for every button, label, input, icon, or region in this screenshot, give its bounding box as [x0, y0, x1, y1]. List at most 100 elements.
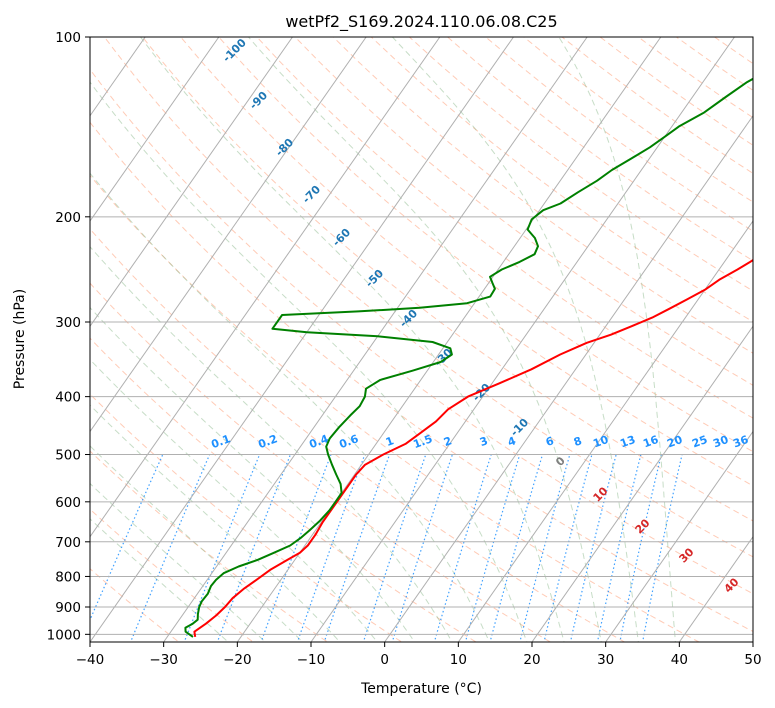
dry-adiabat-label: 40 — [722, 575, 742, 595]
dry-adiabat — [408, 37, 753, 292]
dry-adiabats — [90, 10, 775, 647]
dry-adiabat-label: 0 — [553, 454, 568, 469]
isotherm-gridline — [678, 535, 753, 642]
isotherm-gridline — [752, 641, 753, 642]
mixing-ratio-label: 1 — [384, 434, 396, 449]
dry-adiabat — [675, 37, 753, 91]
isotherm-gridline — [605, 430, 753, 642]
chart-title: wetPf2_S169.2024.110.06.08.C25 — [285, 12, 557, 32]
mixing-ratio-line — [260, 454, 332, 642]
x-tick-label: −20 — [223, 652, 252, 668]
dry-adiabat — [90, 337, 477, 642]
mixing-ratio-label: 36 — [731, 433, 750, 451]
x-tick-label: 0 — [380, 652, 389, 668]
mixing-ratio-line — [641, 454, 683, 642]
moist-adiabat — [90, 245, 453, 642]
dry-adiabat — [90, 228, 626, 642]
dry-adiabat-label: -20 — [470, 381, 493, 404]
moist-adiabat — [139, 37, 565, 642]
dry-adiabat — [332, 37, 753, 354]
dry-adiabat — [90, 174, 700, 642]
dry-adiabat-label: -100 — [220, 36, 249, 65]
mixing-ratio-label: 0.4 — [307, 432, 330, 451]
dry-adiabat-label: -50 — [363, 267, 386, 290]
mixing-ratio-line — [569, 454, 617, 642]
x-tick-label: 20 — [523, 652, 540, 668]
dry-adiabat — [751, 37, 753, 38]
plot-frame — [89, 36, 754, 643]
mixing-ratio-label: 10 — [591, 433, 610, 451]
y-tick-label: 900 — [55, 600, 81, 616]
x-tick-label: −10 — [297, 652, 326, 668]
mixing-ratio-label: 13 — [618, 433, 637, 450]
y-tick-label: 500 — [55, 448, 81, 464]
dry-adiabat-label: 30 — [677, 545, 697, 565]
mixing-ratio-line — [296, 454, 366, 642]
mixing-ratio-line — [596, 454, 642, 642]
dry-adiabat — [751, 10, 775, 647]
y-axis-label: Pressure (hPa) — [12, 289, 28, 389]
y-tick-label: 200 — [55, 210, 81, 226]
isotherm-gridline — [90, 37, 514, 642]
y-tick-label: 600 — [55, 495, 81, 511]
moist-adiabat — [90, 306, 416, 642]
isotherm-gridline — [90, 37, 367, 433]
mixing-ratio-label: 6 — [544, 434, 556, 449]
mixing-ratio-label: 0.2 — [256, 432, 279, 451]
x-tick-label: 50 — [744, 652, 761, 668]
x-tick-label: 40 — [671, 652, 688, 668]
dry-adiabat — [90, 508, 255, 642]
y-tick-label: 1000 — [47, 627, 81, 643]
dry-adiabat-label: -90 — [247, 89, 270, 112]
moist-adiabat — [558, 37, 676, 642]
dry-adiabat-label: -70 — [300, 183, 323, 206]
moist-adiabats — [90, 37, 676, 642]
dry-adiabat — [446, 37, 753, 262]
dry-adiabat-label: 20 — [633, 516, 653, 536]
isobar-grid — [90, 37, 753, 635]
mixing-ratio-label: 20 — [665, 433, 684, 451]
temperature-profile — [193, 258, 753, 638]
mixing-ratio-label: 2 — [442, 434, 454, 449]
mixing-ratio-line — [519, 454, 571, 642]
mixing-ratio-label: 4 — [506, 434, 518, 449]
moist-adiabat — [90, 518, 230, 642]
isotherm-gridline — [90, 37, 220, 222]
mixing-ratio-line — [90, 454, 164, 622]
mixing-ratio-line — [323, 454, 391, 642]
x-tick-label: 10 — [450, 652, 467, 668]
mixing-ratio-line — [464, 454, 521, 642]
mixing-ratio-label: 3 — [478, 434, 490, 449]
moist-adiabat — [391, 37, 639, 642]
dry-adiabat — [561, 37, 753, 174]
moist-adiabat — [90, 404, 341, 642]
isotherm-gridline — [90, 37, 441, 538]
dry-adiabat — [484, 37, 753, 232]
y-tick-label: 800 — [55, 569, 81, 585]
dewpoint-profile — [184, 77, 753, 638]
profile-series — [184, 77, 753, 638]
isotherm-grid — [90, 37, 753, 642]
moist-adiabat — [247, 37, 602, 642]
dry-adiabat — [103, 37, 753, 558]
isotherm-gridline — [236, 37, 662, 642]
moist-adiabat — [90, 172, 490, 642]
mixing-ratio-line — [489, 454, 544, 642]
dry-adiabat-label: -60 — [330, 226, 353, 249]
dry-adiabat — [370, 37, 753, 323]
mixing-ratio-label: 1.5 — [411, 432, 434, 451]
dry-adiabat — [218, 37, 753, 453]
dry-adiabat-label: -80 — [273, 136, 296, 159]
isotherm-gridline — [531, 325, 753, 642]
mixing-ratio-label: 0.1 — [209, 432, 232, 451]
y-tick-label: 700 — [55, 535, 81, 551]
mixing-ratio-line — [216, 454, 291, 642]
moist-adiabat — [90, 81, 528, 642]
y-tick-label: 400 — [55, 390, 81, 406]
mixing-ratio-label: 16 — [641, 433, 660, 451]
moist-adiabat — [90, 358, 378, 642]
isotherm-gridline — [90, 37, 293, 328]
mixing-ratio-lines — [90, 454, 683, 642]
mixing-ratio-label: 0.6 — [337, 432, 360, 451]
